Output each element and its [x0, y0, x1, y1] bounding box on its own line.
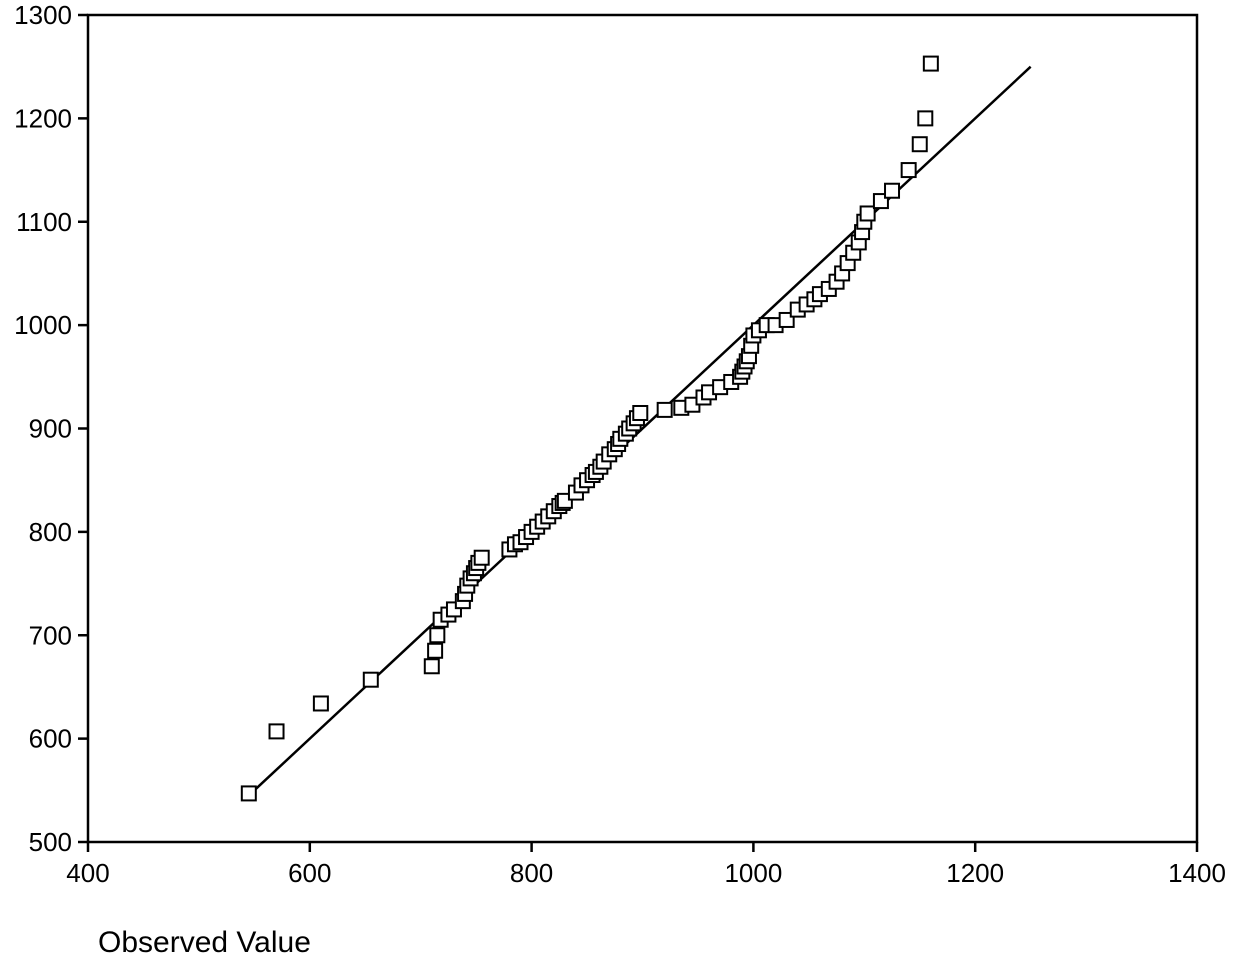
y-tick-label: 900: [29, 414, 72, 444]
x-tick-label: 1000: [724, 858, 782, 888]
data-point: [918, 111, 932, 125]
chart-svg: 400 600 800 1000 1200 1400 500 600 700 800 900 1000…: [0, 0, 1239, 969]
data-point: [658, 403, 672, 417]
data-point: [428, 644, 442, 658]
x-tick-label: 600: [288, 858, 331, 888]
data-point: [633, 406, 647, 420]
data-point: [924, 57, 938, 71]
y-tick-label: 1000: [14, 310, 72, 340]
x-tick-label: 800: [510, 858, 553, 888]
y-tick-label: 500: [29, 827, 72, 857]
y-tick-label: 600: [29, 724, 72, 754]
data-point: [861, 206, 875, 220]
data-point: [913, 137, 927, 151]
data-point: [270, 724, 284, 738]
x-tick-label: 1400: [1168, 858, 1226, 888]
qq-plot-chart: 400 600 800 1000 1200 1400 500 600 700 800 900 1000…: [0, 0, 1239, 969]
x-tick-label: 400: [66, 858, 109, 888]
data-point: [242, 786, 256, 800]
x-axis-label: Observed Value: [98, 926, 311, 960]
data-point: [902, 163, 916, 177]
data-point: [425, 659, 439, 673]
data-point: [430, 628, 444, 642]
data-point: [475, 551, 489, 565]
data-point: [314, 696, 328, 710]
data-point: [364, 673, 378, 687]
x-tick-label: 1200: [946, 858, 1004, 888]
y-tick-label: 800: [29, 517, 72, 547]
y-tick-label: 700: [29, 620, 72, 650]
y-tick-label: 1300: [14, 0, 72, 30]
y-tick-label: 1200: [14, 103, 72, 133]
y-tick-label: 1100: [16, 207, 72, 237]
data-point: [885, 184, 899, 198]
